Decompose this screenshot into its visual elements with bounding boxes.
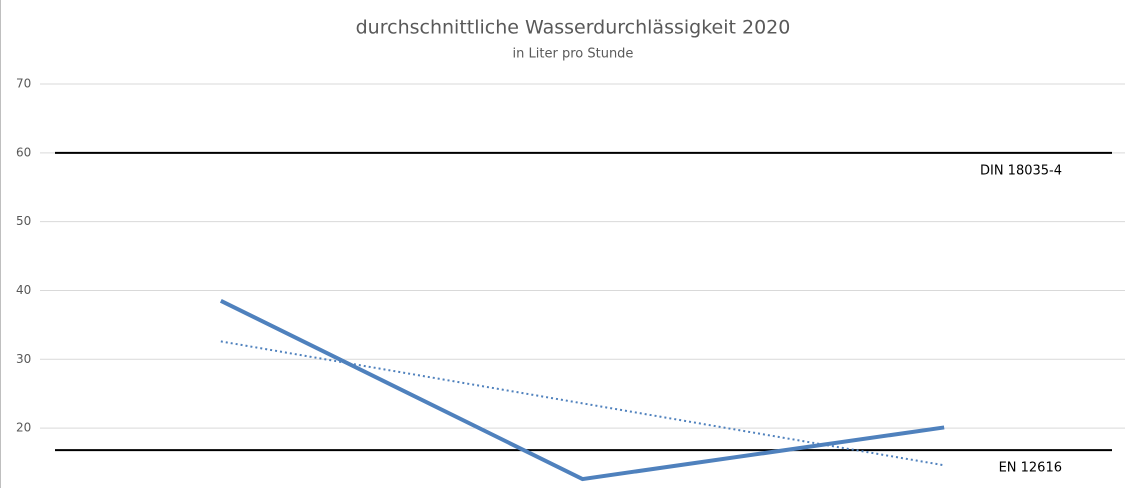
- y-tick-label: 30: [16, 352, 31, 366]
- reference-label: DIN 18035-4: [980, 163, 1062, 178]
- y-tick-label: 50: [16, 214, 31, 228]
- chart-title: durchschnittliche Wasserdurchlässigkeit …: [356, 17, 791, 39]
- y-tick-label: 70: [16, 77, 31, 91]
- chart-subtitle: in Liter pro Stunde: [513, 47, 634, 62]
- series-line: [219, 299, 945, 482]
- trend-line: [220, 340, 945, 467]
- reference-label: EN 12616: [999, 461, 1062, 476]
- y-tick-label: 60: [16, 145, 31, 159]
- y-tick-label: 20: [16, 421, 31, 435]
- y-tick-label: 40: [16, 283, 31, 297]
